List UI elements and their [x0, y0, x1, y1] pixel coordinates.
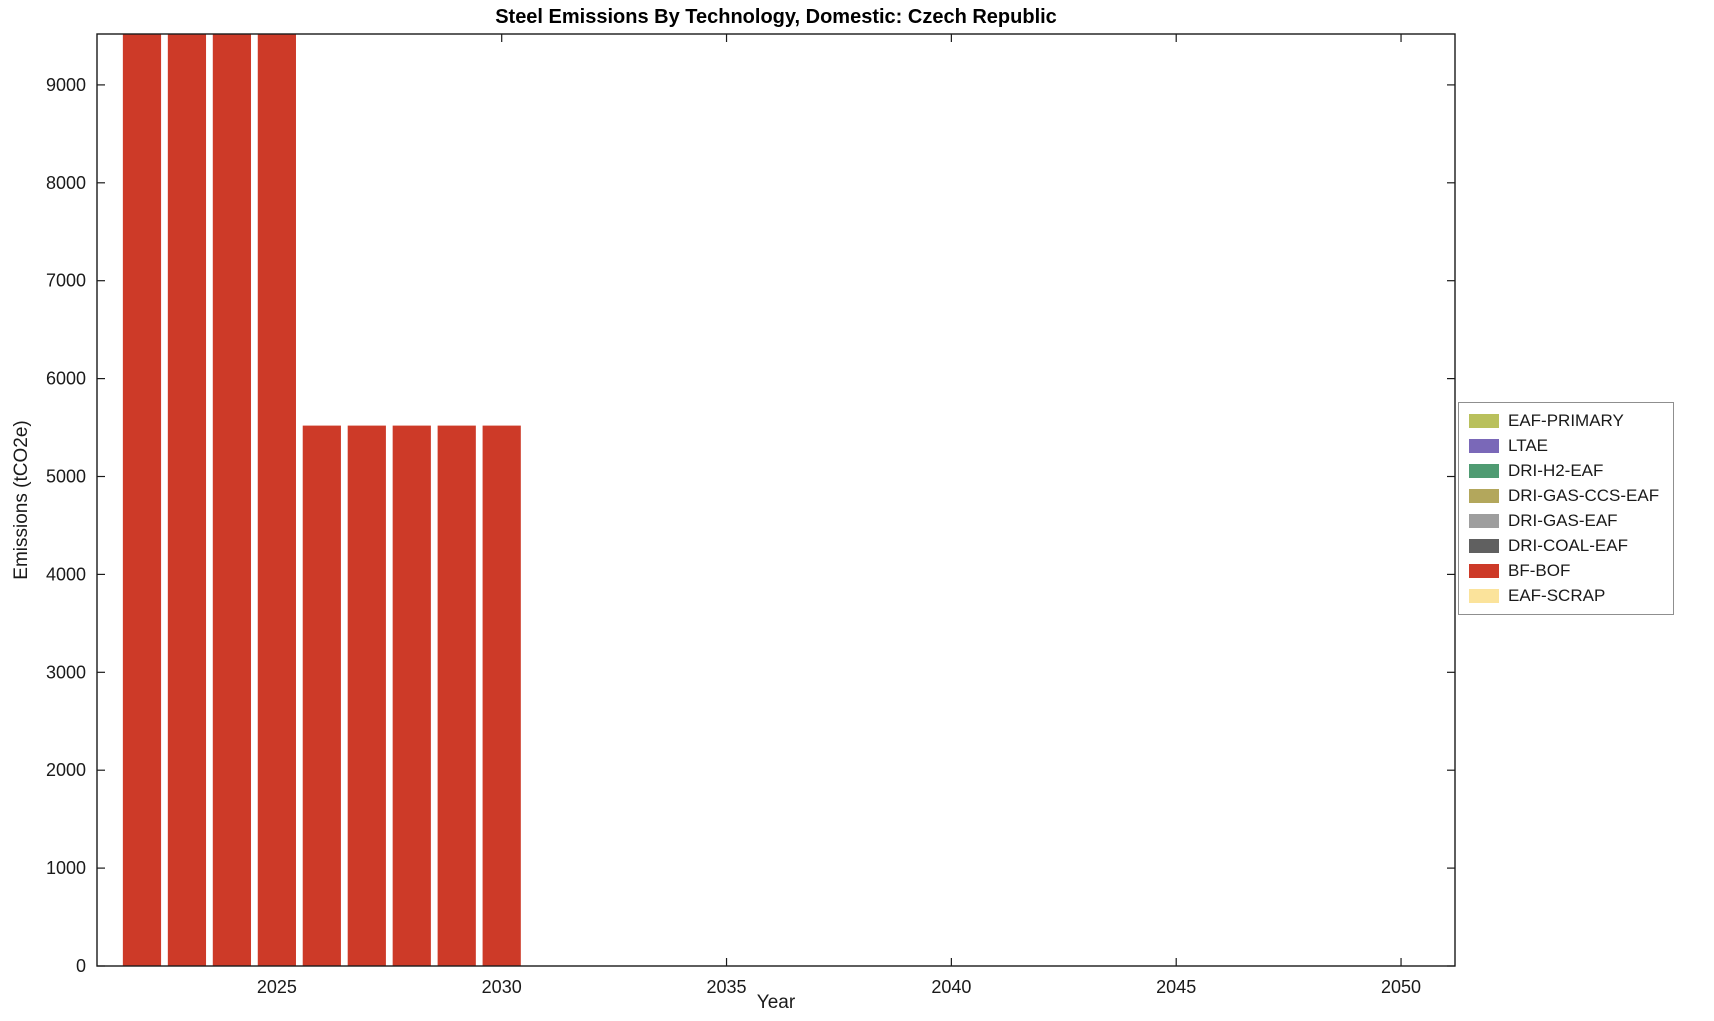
y-tick-label-0: 0 — [76, 956, 86, 976]
x-tick-label-2050: 2050 — [1381, 977, 1421, 997]
x-tick-label-2045: 2045 — [1156, 977, 1196, 997]
bar-bf-bof-2030 — [482, 425, 521, 967]
legend-label: LTAE — [1508, 436, 1548, 455]
legend-swatch-eaf-primary — [1469, 414, 1499, 428]
legend-swatch-dri-gas-ccs-eaf — [1469, 489, 1499, 503]
legend-item-ltae: LTAE — [1469, 436, 1659, 456]
y-tick-label-9000: 9000 — [46, 75, 86, 95]
legend-item-dri-gas-ccs-eaf: DRI-GAS-CCS-EAF — [1469, 486, 1659, 506]
bar-bf-bof-2023 — [167, 34, 207, 966]
bar-bf-bof-2026 — [302, 425, 341, 967]
bar-bf-bof-2027 — [347, 425, 386, 967]
legend-swatch-ltae — [1469, 439, 1499, 453]
x-tick-label-2025: 2025 — [257, 977, 297, 997]
bar-bf-bof-2022 — [122, 34, 162, 966]
legend-swatch-bf-bof — [1469, 564, 1499, 578]
y-tick-label-8000: 8000 — [46, 173, 86, 193]
legend-item-dri-coal-eaf: DRI-COAL-EAF — [1469, 536, 1659, 556]
bar-bf-bof-2025 — [257, 34, 296, 966]
bar-bf-bof-2029 — [437, 425, 476, 967]
legend: EAF-PRIMARY LTAE DRI-H2-EAF DRI-GAS-CCS-EAF… — [1458, 402, 1675, 615]
y-tick-label-3000: 3000 — [46, 662, 86, 682]
legend-item-dri-h2-eaf: DRI-H2-EAF — [1469, 461, 1659, 481]
x-axis-label: Year — [756, 992, 796, 1013]
legend-label: EAF-SCRAP — [1508, 586, 1606, 605]
y-tick-label-2000: 2000 — [46, 760, 86, 780]
legend-swatch-dri-gas-eaf — [1469, 514, 1499, 528]
legend-label: DRI-GAS-CCS-EAF — [1508, 486, 1660, 505]
legend-label: DRI-COAL-EAF — [1508, 536, 1628, 555]
y-tick-label-5000: 5000 — [46, 467, 86, 487]
x-tick-label-2030: 2030 — [482, 977, 522, 997]
legend-label: EAF-PRIMARY — [1508, 411, 1624, 430]
legend-label: DRI-GAS-EAF — [1508, 511, 1618, 530]
y-tick-label-7000: 7000 — [46, 271, 86, 291]
x-tick-label-2040: 2040 — [931, 977, 971, 997]
legend-item-eaf-scrap: EAF-SCRAP — [1469, 586, 1659, 606]
legend-label: BF-BOF — [1508, 561, 1571, 580]
legend-swatch-eaf-scrap — [1469, 589, 1499, 603]
axes-box — [96, 33, 1456, 967]
legend-label: DRI-H2-EAF — [1508, 461, 1604, 480]
legend-swatch-dri-h2-eaf — [1469, 464, 1499, 478]
bar-bf-bof-2024 — [212, 34, 252, 966]
legend-item-eaf-primary: EAF-PRIMARY — [1469, 411, 1659, 431]
y-tick-label-1000: 1000 — [46, 858, 86, 878]
y-tick-label-4000: 4000 — [46, 564, 86, 584]
x-tick-label-2035: 2035 — [707, 977, 747, 997]
legend-item-dri-gas-eaf: DRI-GAS-EAF — [1469, 511, 1659, 531]
legend-item-bf-bof: BF-BOF — [1469, 561, 1659, 581]
legend-swatch-dri-coal-eaf — [1469, 539, 1499, 553]
bar-bf-bof-2028 — [392, 425, 431, 967]
y-tick-label-6000: 6000 — [46, 369, 86, 389]
chart-title: Steel Emissions By Technology, Domestic:… — [495, 6, 1057, 28]
